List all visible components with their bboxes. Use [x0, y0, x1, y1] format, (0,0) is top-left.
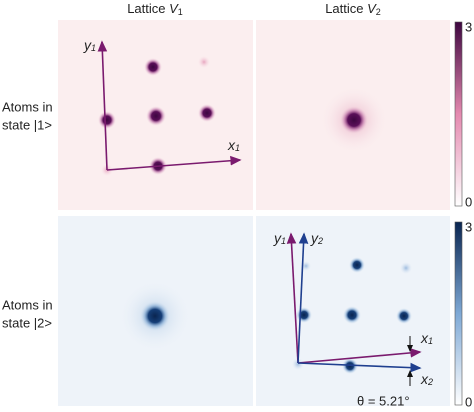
text-part: 2 — [376, 7, 381, 17]
axis-label: x1 — [420, 330, 433, 347]
text-part: x — [420, 330, 429, 346]
row-label: Atoms in — [2, 297, 53, 312]
colorbar-label: 3 — [465, 19, 472, 34]
lattice-axes — [97, 40, 242, 171]
text-part: 2 — [317, 236, 323, 246]
text-part: y — [310, 230, 319, 246]
text-part: 1 — [281, 236, 286, 246]
row-label: Atoms in — [2, 99, 53, 114]
lattice-axes — [286, 232, 422, 373]
text-part: V — [169, 1, 179, 16]
angle-label: θ = 5.21° — [357, 393, 410, 408]
atom-spots — [292, 257, 412, 374]
axis-label: y1 — [83, 37, 96, 54]
text-part: Lattice — [325, 1, 367, 16]
text-part: 1 — [91, 43, 96, 53]
text-part: y — [273, 230, 282, 246]
row-label: state |1> — [2, 117, 52, 132]
text-part: x — [420, 371, 429, 387]
text-part: 1 — [178, 7, 183, 17]
text-part: 2 — [427, 377, 433, 387]
atom-cloud — [320, 86, 388, 154]
text-part: Lattice — [127, 1, 169, 16]
text-part: y — [83, 37, 92, 53]
text-part: V — [367, 1, 377, 16]
text-part: 1 — [235, 143, 240, 153]
colorbar-label: 3 — [465, 219, 472, 234]
axis-label: y2 — [310, 230, 323, 247]
colorbar-label: 0 — [465, 394, 472, 409]
colorbar — [454, 21, 463, 207]
axis-label: x2 — [420, 371, 433, 388]
atom-cloud — [119, 280, 191, 352]
colorbar — [454, 221, 463, 406]
row-label: state |2> — [2, 315, 52, 330]
column-title: Lattice V1 — [127, 1, 183, 17]
colorbar-label: 0 — [465, 194, 472, 209]
axis-label: x1 — [227, 137, 240, 154]
column-title: Lattice V2 — [325, 1, 381, 17]
text-part: x — [227, 137, 236, 153]
axis-label: y1 — [273, 230, 286, 247]
text-part: 1 — [428, 336, 433, 346]
